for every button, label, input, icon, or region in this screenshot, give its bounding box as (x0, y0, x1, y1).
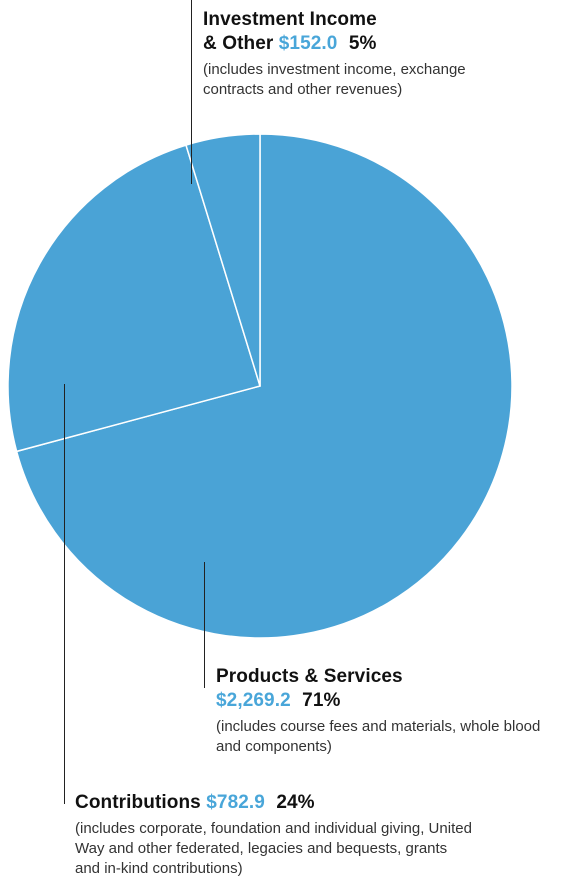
products-percent: 71% (302, 690, 341, 711)
contributions-amount: $782.9 (206, 792, 265, 813)
products-desc-line1: (includes course fees and materials, who… (216, 718, 541, 735)
products-title: Products & Services (216, 666, 403, 687)
contributions-title: Contributions (75, 792, 201, 813)
investment-percent: 5% (348, 33, 377, 54)
products-leader-line (204, 562, 205, 688)
investment-description: (includes investment income, exchange co… (203, 60, 573, 100)
investment-desc-line2: contracts and other revenues) (203, 81, 403, 98)
products-values: $2,269.2 71% (216, 689, 585, 713)
products-desc-line2: and components) (216, 738, 332, 755)
products-slice (15, 133, 513, 639)
investment-leader-line (191, 0, 192, 184)
contributions-desc-line3: and in-kind contributions) (75, 860, 243, 877)
investment-amount: $152.0 (278, 33, 338, 54)
products-description: (includes course fees and materials, who… (216, 717, 585, 757)
contributions-title-row: Contributions $782.9 24% (75, 791, 580, 815)
contributions-description: (includes corporate, foundation and indi… (75, 819, 580, 879)
investment-title: Investment Income & Other $152.0 5% (203, 8, 573, 56)
products-amount: $2,269.2 (216, 690, 291, 711)
investment-title-line2: & Other $152.0 5% (203, 32, 573, 56)
contributions-slice (7, 144, 261, 453)
contributions-percent: 24% (276, 792, 315, 813)
contributions-leader-line (64, 384, 65, 804)
products-label: Products & Services $2,269.2 71% (includ… (216, 665, 585, 757)
investment-title-line1: Investment Income (203, 9, 377, 30)
contributions-desc-line2: Way and other federated, legacies and be… (75, 840, 448, 857)
contributions-desc-line1: (includes corporate, foundation and indi… (75, 820, 472, 837)
investment-label: Investment Income & Other $152.0 5% (inc… (203, 8, 573, 100)
investment-desc-line1: (includes investment income, exchange (203, 61, 466, 78)
investment-title-name: & Other (203, 33, 274, 54)
investment-slice (185, 133, 261, 387)
contributions-label: Contributions $782.9 24% (includes corpo… (75, 791, 580, 879)
